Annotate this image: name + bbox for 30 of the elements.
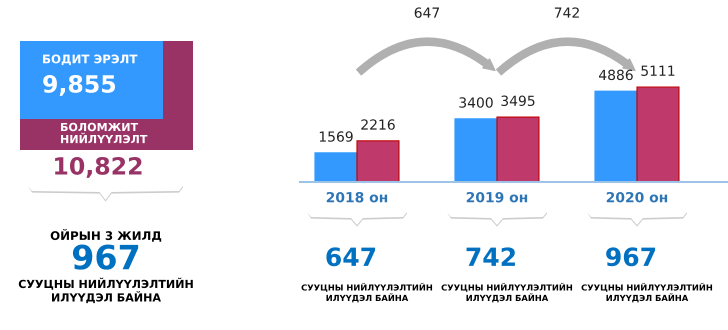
x-tick-label: 2018 он: [326, 192, 388, 202]
text: 647: [326, 247, 376, 266]
text: 742: [466, 247, 515, 266]
text: БОДИТ ЭРЭЛТ: [43, 54, 138, 66]
bar: [454, 118, 498, 182]
bar: [356, 140, 400, 182]
text: 967: [606, 247, 656, 266]
text: СУУЦНЫ НИЙЛҮҮЛЭЛТИЙН ИЛҮҮДЭЛ БАЙНА: [302, 282, 432, 302]
bar: [314, 152, 358, 182]
text: ОЙРЫН 3 ЖИЛД: [50, 229, 162, 242]
text: БОЛОМЖИТ НИЙЛҮҮЛЭЛТ: [61, 122, 148, 144]
data-label: 1569: [320, 131, 353, 142]
bar: [594, 90, 638, 182]
text: 967: [72, 244, 138, 270]
data-label: 3495: [501, 96, 534, 106]
x-tick-label: 2019 он: [466, 192, 528, 202]
data-label: 2216: [361, 119, 395, 130]
data-label: 5111: [641, 66, 674, 76]
x-tick-label: 2020 он: [606, 192, 668, 202]
bar: [496, 116, 540, 182]
text: СУУЦНЫ НИЙЛҮҮЛЭЛТИЙН ИЛҮҮДЭЛ БАЙНА: [582, 282, 712, 302]
text: 10,822: [55, 156, 142, 178]
text: 647: [414, 7, 440, 18]
data-label: 3400: [459, 97, 493, 108]
bar: [636, 86, 680, 182]
text: СУУЦНЫ НИЙЛҮҮЛЭЛТИЙН ИЛҮҮДЭЛ БАЙНА: [442, 282, 572, 302]
text: СУУЦНЫ НИЙЛҮҮЛЭЛТИЙН ИЛҮҮДЭЛ БАЙНА: [18, 278, 193, 304]
text: 9,855: [43, 74, 116, 96]
data-label: 4886: [598, 70, 633, 80]
text: 742: [554, 7, 579, 18]
